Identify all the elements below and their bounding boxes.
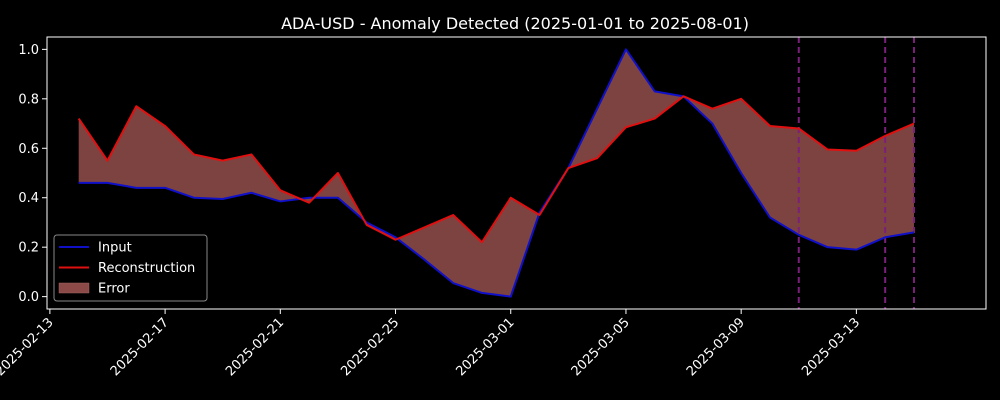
series-line-input xyxy=(78,48,915,298)
legend-box xyxy=(53,234,208,302)
x-tick-label: 2025-03-01 xyxy=(454,315,518,379)
y-tick-label: 1.0 xyxy=(18,43,39,58)
error-area xyxy=(78,49,914,297)
x-tick-label: 2025-03-13 xyxy=(799,315,863,379)
legend: Input Reconstruction Error xyxy=(53,234,208,302)
x-tick-label: 2025-02-25 xyxy=(338,315,402,379)
legend-label: Error xyxy=(98,282,130,297)
x-tick-label: 2025-03-05 xyxy=(569,315,633,379)
plot-area xyxy=(77,37,915,309)
legend-swatch-error xyxy=(58,282,90,294)
y-tick-label: 0.0 xyxy=(18,290,39,305)
y-tick-label: 0.6 xyxy=(18,142,39,157)
y-tick-label: 0.4 xyxy=(18,191,39,206)
x-tick-label: 2025-02-17 xyxy=(108,315,172,379)
x-tick-label: 2025-03-09 xyxy=(684,315,748,379)
legend-label: Input xyxy=(98,241,132,256)
x-tick-label: 2025-02-21 xyxy=(223,315,287,379)
series-line-reconstruction xyxy=(77,95,915,244)
legend-label: Reconstruction xyxy=(98,261,195,276)
x-tick-label: 2025-02-13 xyxy=(0,315,57,379)
axes-frame xyxy=(46,36,987,310)
y-tick-label: 0.8 xyxy=(18,92,39,107)
y-tick-label: 0.2 xyxy=(18,241,39,256)
chart-title: ADA-USD - Anomaly Detected (2025-01-01 t… xyxy=(281,14,749,33)
